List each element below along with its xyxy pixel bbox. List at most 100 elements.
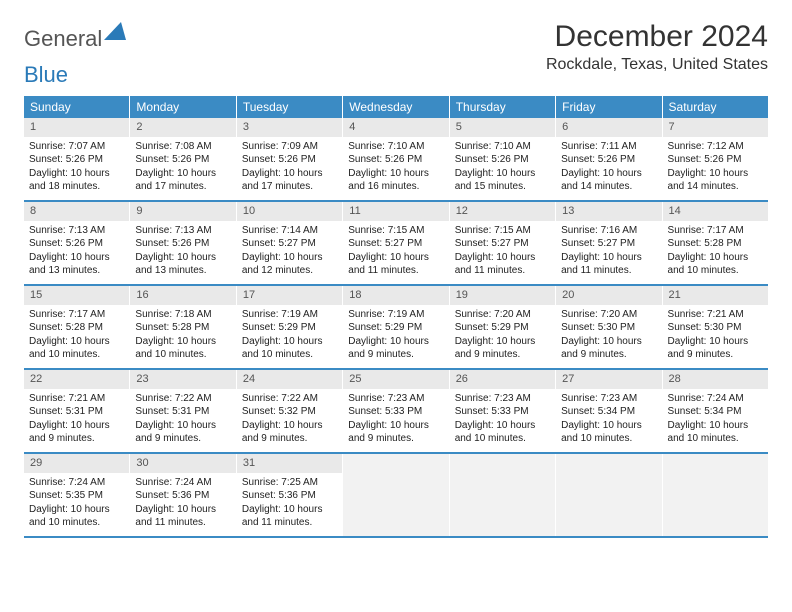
sunset-line: Sunset: 5:26 PM (135, 237, 230, 251)
day-number: 16 (130, 286, 235, 305)
sunrise-line: Sunrise: 7:10 AM (455, 140, 550, 154)
logo-text-general: General (24, 26, 102, 52)
daylight-line: Daylight: 10 hours and 11 minutes. (348, 251, 443, 278)
sunrise-line: Sunrise: 7:11 AM (561, 140, 656, 154)
logo-triangle-icon (104, 22, 126, 45)
daylight-line: Daylight: 10 hours and 17 minutes. (135, 167, 230, 194)
day-cell: 16Sunrise: 7:18 AMSunset: 5:28 PMDayligh… (130, 286, 236, 368)
day-cell: 13Sunrise: 7:16 AMSunset: 5:27 PMDayligh… (556, 202, 662, 284)
day-number: 17 (237, 286, 342, 305)
sunset-line: Sunset: 5:36 PM (135, 489, 230, 503)
sunrise-line: Sunrise: 7:13 AM (29, 224, 124, 238)
day-number: 5 (450, 118, 555, 137)
day-cell: 10Sunrise: 7:14 AMSunset: 5:27 PMDayligh… (237, 202, 343, 284)
day-number: 30 (130, 454, 235, 473)
sunset-line: Sunset: 5:31 PM (29, 405, 124, 419)
day-cell: 22Sunrise: 7:21 AMSunset: 5:31 PMDayligh… (24, 370, 130, 452)
day-body: Sunrise: 7:22 AMSunset: 5:31 PMDaylight:… (130, 389, 235, 451)
day-cell: 6Sunrise: 7:11 AMSunset: 5:26 PMDaylight… (556, 118, 662, 200)
daylight-line: Daylight: 10 hours and 15 minutes. (455, 167, 550, 194)
sunset-line: Sunset: 5:36 PM (242, 489, 337, 503)
day-body: Sunrise: 7:24 AMSunset: 5:34 PMDaylight:… (663, 389, 768, 451)
day-cell: 1Sunrise: 7:07 AMSunset: 5:26 PMDaylight… (24, 118, 130, 200)
daylight-line: Daylight: 10 hours and 11 minutes. (455, 251, 550, 278)
day-body: Sunrise: 7:10 AMSunset: 5:26 PMDaylight:… (343, 137, 448, 199)
daylight-line: Daylight: 10 hours and 11 minutes. (135, 503, 230, 530)
sunrise-line: Sunrise: 7:22 AM (242, 392, 337, 406)
sunrise-line: Sunrise: 7:15 AM (455, 224, 550, 238)
sunset-line: Sunset: 5:28 PM (668, 237, 763, 251)
day-cell: 18Sunrise: 7:19 AMSunset: 5:29 PMDayligh… (343, 286, 449, 368)
day-body: Sunrise: 7:20 AMSunset: 5:30 PMDaylight:… (556, 305, 661, 367)
day-cell: 9Sunrise: 7:13 AMSunset: 5:26 PMDaylight… (130, 202, 236, 284)
daylight-line: Daylight: 10 hours and 10 minutes. (668, 419, 763, 446)
sunrise-line: Sunrise: 7:20 AM (455, 308, 550, 322)
day-number: 18 (343, 286, 448, 305)
day-cell: 20Sunrise: 7:20 AMSunset: 5:30 PMDayligh… (556, 286, 662, 368)
sunrise-line: Sunrise: 7:24 AM (668, 392, 763, 406)
sunset-line: Sunset: 5:29 PM (455, 321, 550, 335)
daylight-line: Daylight: 10 hours and 13 minutes. (135, 251, 230, 278)
day-cell: 8Sunrise: 7:13 AMSunset: 5:26 PMDaylight… (24, 202, 130, 284)
day-number: 22 (24, 370, 129, 389)
day-number: 20 (556, 286, 661, 305)
day-number: 10 (237, 202, 342, 221)
daylight-line: Daylight: 10 hours and 16 minutes. (348, 167, 443, 194)
daylight-line: Daylight: 10 hours and 10 minutes. (29, 503, 124, 530)
day-cell: 19Sunrise: 7:20 AMSunset: 5:29 PMDayligh… (450, 286, 556, 368)
day-cell: 14Sunrise: 7:17 AMSunset: 5:28 PMDayligh… (663, 202, 768, 284)
daylight-line: Daylight: 10 hours and 18 minutes. (29, 167, 124, 194)
day-number: 21 (663, 286, 768, 305)
sunrise-line: Sunrise: 7:17 AM (668, 224, 763, 238)
sunset-line: Sunset: 5:30 PM (561, 321, 656, 335)
day-cell: 30Sunrise: 7:24 AMSunset: 5:36 PMDayligh… (130, 454, 236, 536)
sunset-line: Sunset: 5:35 PM (29, 489, 124, 503)
sunset-line: Sunset: 5:26 PM (29, 237, 124, 251)
sunrise-line: Sunrise: 7:17 AM (29, 308, 124, 322)
day-body: Sunrise: 7:19 AMSunset: 5:29 PMDaylight:… (343, 305, 448, 367)
day-body: Sunrise: 7:21 AMSunset: 5:30 PMDaylight:… (663, 305, 768, 367)
sunset-line: Sunset: 5:34 PM (561, 405, 656, 419)
day-cell: 28Sunrise: 7:24 AMSunset: 5:34 PMDayligh… (663, 370, 768, 452)
day-cell: 12Sunrise: 7:15 AMSunset: 5:27 PMDayligh… (450, 202, 556, 284)
sunrise-line: Sunrise: 7:21 AM (29, 392, 124, 406)
day-number: 3 (237, 118, 342, 137)
weekday-header: Friday (556, 96, 662, 118)
day-number: 1 (24, 118, 129, 137)
weekday-header: Sunday (24, 96, 130, 118)
daylight-line: Daylight: 10 hours and 9 minutes. (668, 335, 763, 362)
daylight-line: Daylight: 10 hours and 10 minutes. (242, 335, 337, 362)
sunrise-line: Sunrise: 7:13 AM (135, 224, 230, 238)
sunset-line: Sunset: 5:26 PM (348, 153, 443, 167)
day-number: 4 (343, 118, 448, 137)
sunset-line: Sunset: 5:26 PM (668, 153, 763, 167)
day-cell: 21Sunrise: 7:21 AMSunset: 5:30 PMDayligh… (663, 286, 768, 368)
day-cell: 11Sunrise: 7:15 AMSunset: 5:27 PMDayligh… (343, 202, 449, 284)
daylight-line: Daylight: 10 hours and 9 minutes. (242, 419, 337, 446)
day-cell (343, 454, 449, 536)
day-body: Sunrise: 7:15 AMSunset: 5:27 PMDaylight:… (343, 221, 448, 283)
sunrise-line: Sunrise: 7:14 AM (242, 224, 337, 238)
daylight-line: Daylight: 10 hours and 10 minutes. (135, 335, 230, 362)
day-number: 29 (24, 454, 129, 473)
daylight-line: Daylight: 10 hours and 10 minutes. (29, 335, 124, 362)
daylight-line: Daylight: 10 hours and 17 minutes. (242, 167, 337, 194)
day-body: Sunrise: 7:11 AMSunset: 5:26 PMDaylight:… (556, 137, 661, 199)
day-number: 25 (343, 370, 448, 389)
day-body: Sunrise: 7:23 AMSunset: 5:34 PMDaylight:… (556, 389, 661, 451)
day-body: Sunrise: 7:21 AMSunset: 5:31 PMDaylight:… (24, 389, 129, 451)
day-cell: 3Sunrise: 7:09 AMSunset: 5:26 PMDaylight… (237, 118, 343, 200)
day-cell (450, 454, 556, 536)
daylight-line: Daylight: 10 hours and 9 minutes. (135, 419, 230, 446)
sunset-line: Sunset: 5:28 PM (29, 321, 124, 335)
day-body: Sunrise: 7:19 AMSunset: 5:29 PMDaylight:… (237, 305, 342, 367)
sunrise-line: Sunrise: 7:07 AM (29, 140, 124, 154)
day-cell: 26Sunrise: 7:23 AMSunset: 5:33 PMDayligh… (450, 370, 556, 452)
day-body: Sunrise: 7:12 AMSunset: 5:26 PMDaylight:… (663, 137, 768, 199)
sunrise-line: Sunrise: 7:10 AM (348, 140, 443, 154)
day-body: Sunrise: 7:17 AMSunset: 5:28 PMDaylight:… (663, 221, 768, 283)
day-body: Sunrise: 7:15 AMSunset: 5:27 PMDaylight:… (450, 221, 555, 283)
daylight-line: Daylight: 10 hours and 11 minutes. (242, 503, 337, 530)
sunset-line: Sunset: 5:32 PM (242, 405, 337, 419)
day-number: 26 (450, 370, 555, 389)
